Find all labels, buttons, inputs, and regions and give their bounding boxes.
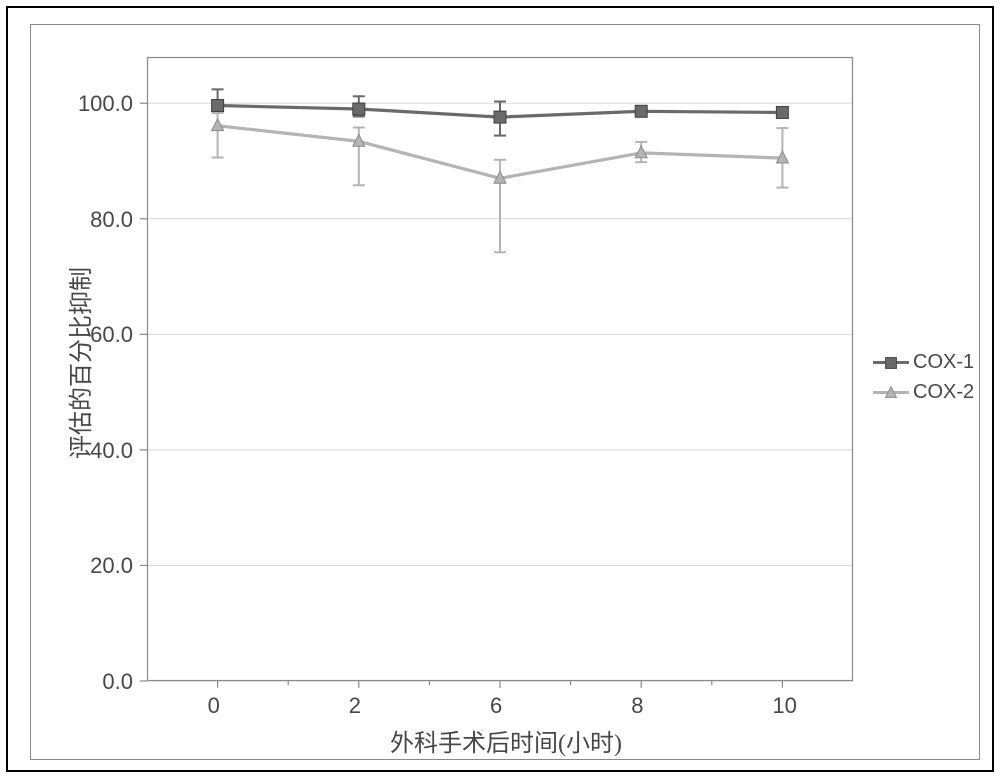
legend-label: COX-1 <box>913 351 974 374</box>
legend-item: COX-2 <box>873 381 974 404</box>
legend-item: COX-1 <box>873 351 974 374</box>
chart-panel: 评估的百分比抑制 外科手术后时间(小时) 0.020.040.060.080.0… <box>30 24 980 760</box>
legend: COX-1 COX-2 <box>31 25 979 759</box>
legend-swatch <box>873 391 909 394</box>
outer-border: 评估的百分比抑制 外科手术后时间(小时) 0.020.040.060.080.0… <box>6 6 994 772</box>
legend-label: COX-2 <box>913 381 974 404</box>
legend-swatch <box>873 361 909 364</box>
